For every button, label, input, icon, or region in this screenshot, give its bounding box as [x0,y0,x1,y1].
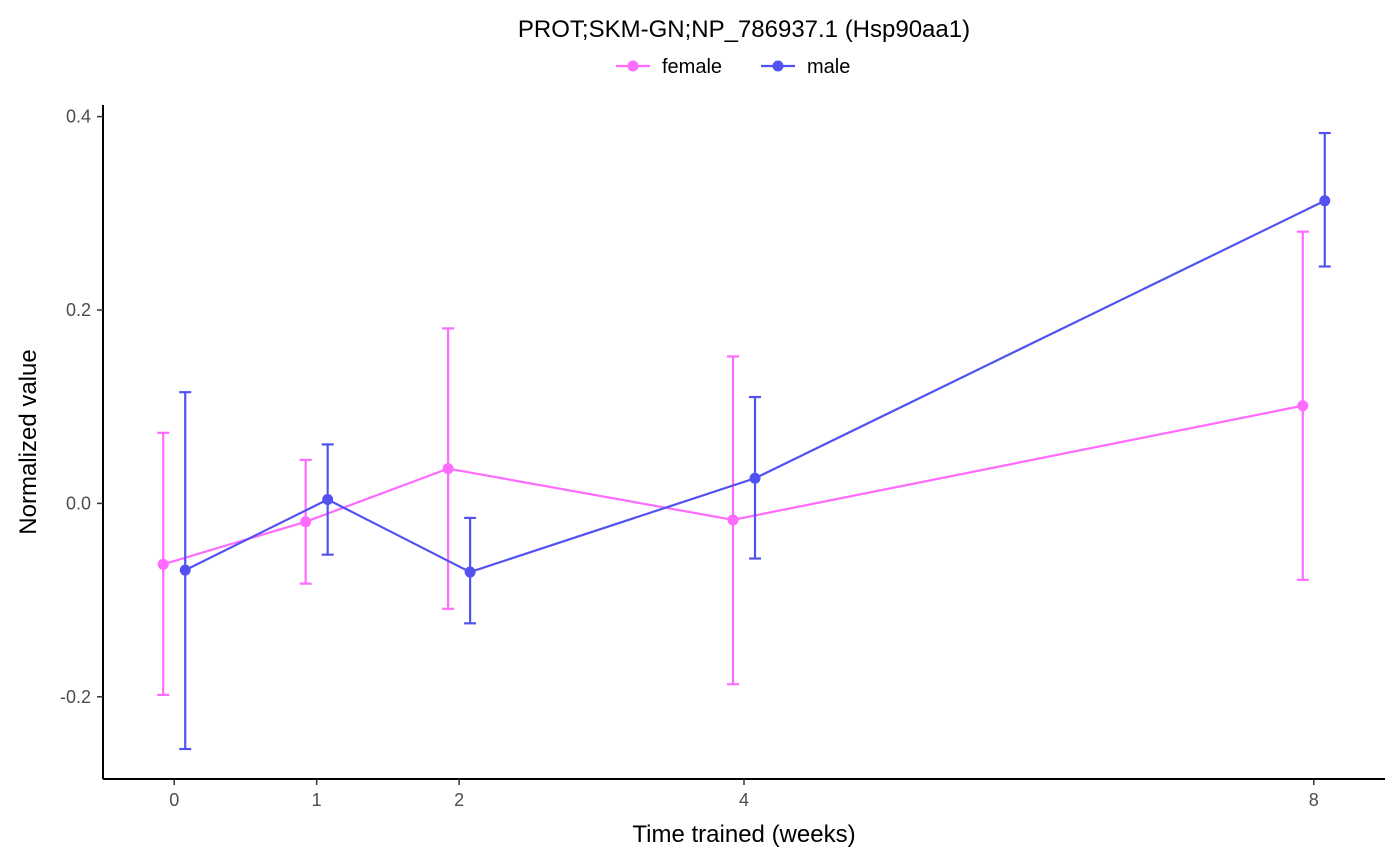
plot-area [157,131,1331,751]
data-point-female [1297,400,1309,412]
x-tick-label: 8 [1309,790,1319,810]
legend-key-point [772,60,784,72]
legend: female male [616,56,850,78]
x-tick-label: 1 [312,790,322,810]
data-point-male [1319,195,1331,207]
legend-label: female [662,56,722,78]
data-point-female [442,463,454,475]
y-tick-label: 0.0 [66,493,91,513]
chart-title: PROT;SKM-GN;NP_786937.1 (Hsp90aa1) [518,16,970,43]
series-male [179,131,1331,751]
legend-item-female: female [616,56,722,78]
data-point-male [179,564,191,576]
series-female [157,230,1309,696]
y-tick-label: 0.2 [66,300,91,320]
axes: -0.2 0.0 0.2 0.4 0 1 2 4 8 [60,105,1385,810]
y-tick-label: -0.2 [60,687,91,707]
data-point-male [322,494,334,506]
x-tick-label: 2 [454,790,464,810]
y-axis-title: Normalized value [15,349,42,534]
data-point-female [300,516,312,528]
data-point-female [157,558,169,570]
x-tick-label: 0 [169,790,179,810]
legend-label: male [807,56,850,78]
data-point-female [727,514,739,526]
data-point-male [464,566,476,578]
data-point-male [749,472,761,484]
x-tick-label: 4 [739,790,749,810]
legend-item-male: male [761,56,850,78]
legend-key-point [627,60,639,72]
x-axis-title: Time trained (weeks) [632,821,855,848]
y-tick-label: 0.4 [66,107,91,127]
